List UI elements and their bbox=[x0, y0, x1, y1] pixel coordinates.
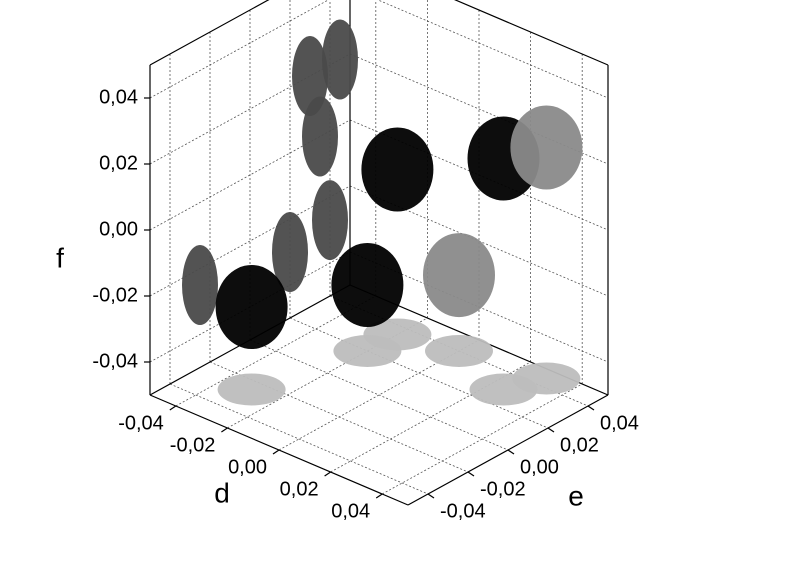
tick-mark bbox=[375, 493, 383, 499]
x-tick-label: 0,04 bbox=[331, 500, 370, 522]
floor-projection bbox=[333, 335, 402, 367]
y-tick-label: 0,04 bbox=[600, 412, 639, 434]
x-axis-title: d bbox=[214, 477, 230, 508]
grid-line bbox=[209, 361, 469, 473]
floor-projection bbox=[512, 362, 581, 395]
cluster bbox=[361, 127, 434, 212]
tick-mark bbox=[324, 471, 331, 477]
box-edge bbox=[454, 0, 609, 66]
wall-projection bbox=[312, 180, 348, 261]
cluster bbox=[423, 233, 495, 318]
tick-mark bbox=[467, 471, 475, 477]
z-tick-label: 0,04 bbox=[99, 86, 138, 108]
tick-mark bbox=[272, 449, 280, 455]
wall-projection bbox=[292, 36, 328, 116]
y-tick-label: -0,04 bbox=[440, 500, 486, 522]
box-edge bbox=[149, 0, 270, 66]
tick-mark bbox=[587, 405, 595, 411]
z-axis-title: f bbox=[56, 242, 64, 273]
wall-projection bbox=[272, 212, 308, 292]
z-tick-label: -0,02 bbox=[92, 284, 138, 306]
floor-projection bbox=[217, 373, 286, 406]
z-tick-label: 0,00 bbox=[99, 218, 138, 240]
z-tick-label: -0,04 bbox=[92, 350, 138, 372]
cluster bbox=[331, 243, 404, 327]
tick-mark bbox=[547, 427, 555, 433]
grid-line bbox=[249, 339, 509, 451]
x-tick-label: 0,02 bbox=[280, 478, 319, 500]
y-tick-label: 0,02 bbox=[560, 434, 599, 456]
floor-projection bbox=[425, 335, 493, 367]
tick-mark bbox=[427, 493, 435, 499]
x-tick-label: 0,00 bbox=[228, 456, 267, 478]
tick-mark bbox=[507, 449, 515, 455]
wall-projection bbox=[322, 19, 358, 100]
cluster bbox=[215, 265, 288, 349]
grid-line bbox=[169, 383, 429, 495]
wall-projection bbox=[182, 245, 218, 325]
y-tick-label: 0,00 bbox=[520, 456, 559, 478]
cluster bbox=[510, 105, 583, 190]
y-tick-label: -0,02 bbox=[480, 478, 526, 500]
y-axis-title: e bbox=[568, 480, 584, 511]
wall-projection bbox=[302, 96, 338, 177]
tick-mark bbox=[221, 427, 228, 433]
z-tick-label: 0,02 bbox=[99, 152, 138, 174]
tick-mark bbox=[169, 405, 177, 411]
x-tick-label: -0,04 bbox=[118, 412, 164, 434]
grid-line bbox=[377, 0, 609, 99]
grid-line bbox=[289, 317, 549, 429]
x-tick-label: -0,02 bbox=[170, 434, 216, 456]
